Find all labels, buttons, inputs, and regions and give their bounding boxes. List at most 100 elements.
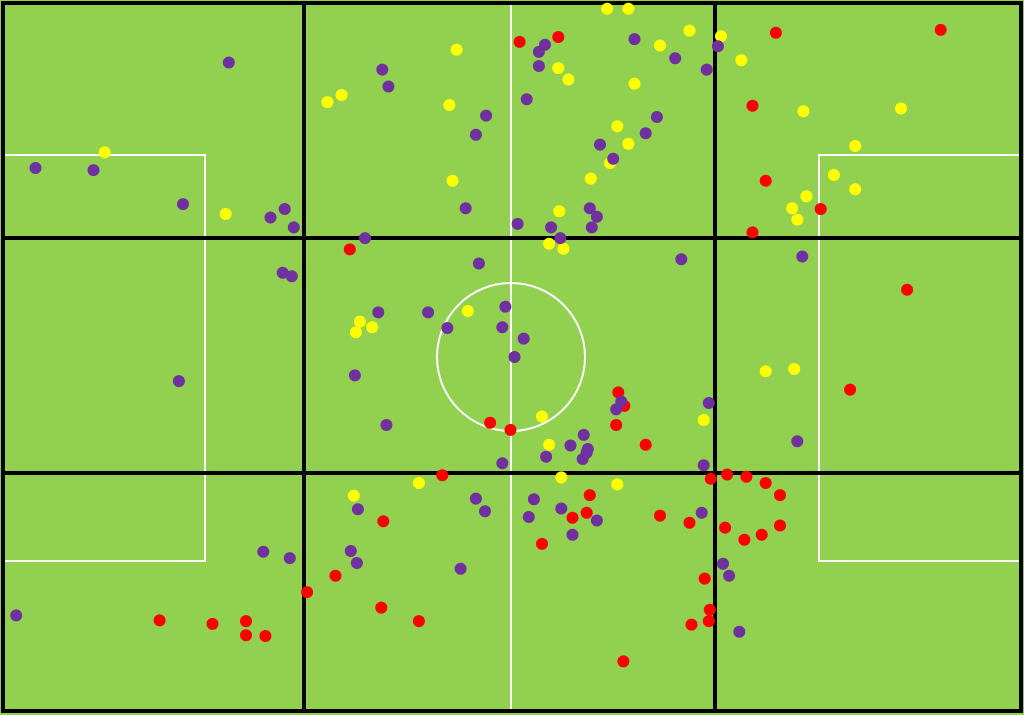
- purple-point: [264, 211, 277, 224]
- purple-point: [479, 505, 491, 518]
- red-point: [746, 226, 759, 239]
- red-point: [343, 243, 356, 256]
- red-point: [484, 416, 497, 429]
- red-point: [759, 174, 772, 187]
- yellow-point: [321, 96, 334, 109]
- red-point: [580, 506, 593, 519]
- purple-point: [276, 266, 289, 279]
- purple-point: [607, 152, 620, 165]
- purple-point: [278, 203, 291, 215]
- purple-point: [344, 545, 357, 557]
- yellow-point: [827, 169, 840, 181]
- purple-point: [499, 300, 512, 313]
- red-point: [566, 511, 579, 524]
- yellow-point: [98, 146, 111, 159]
- event-points: [10, 2, 947, 668]
- yellow-point: [553, 205, 566, 218]
- yellow-point: [584, 172, 597, 185]
- purple-point: [480, 109, 493, 122]
- purple-point: [496, 457, 509, 470]
- purple-point: [675, 253, 688, 266]
- red-point: [755, 528, 768, 541]
- red-point: [769, 26, 782, 39]
- purple-point: [508, 351, 521, 363]
- red-point: [377, 515, 390, 528]
- purple-point: [669, 52, 682, 65]
- yellow-point: [697, 414, 710, 426]
- purple-point: [581, 443, 594, 455]
- red-point: [703, 603, 716, 616]
- red-point: [259, 630, 272, 642]
- purple-point: [594, 138, 606, 151]
- purple-point: [566, 528, 579, 541]
- red-point: [412, 615, 425, 628]
- purple-point: [283, 552, 296, 565]
- red-point: [654, 509, 666, 522]
- yellow-point: [412, 477, 425, 489]
- yellow-point: [562, 73, 575, 86]
- red-point: [901, 283, 914, 296]
- yellow-point: [366, 321, 379, 334]
- yellow-point: [450, 43, 463, 56]
- purple-point: [376, 63, 389, 76]
- purple-point: [257, 545, 270, 558]
- purple-point: [717, 557, 729, 570]
- yellow-point: [557, 242, 570, 255]
- yellow-point: [759, 365, 772, 378]
- purple-point: [540, 450, 553, 463]
- purple-point: [564, 439, 577, 452]
- yellow-points: [98, 2, 907, 502]
- yellow-point: [788, 363, 801, 375]
- purple-point: [577, 428, 590, 441]
- purple-point: [454, 562, 467, 575]
- red-point: [738, 533, 751, 546]
- purple-point: [545, 221, 558, 234]
- purple-point: [650, 111, 663, 123]
- purple-point: [350, 557, 363, 569]
- purple-point: [372, 306, 385, 319]
- yellow-point: [654, 39, 666, 52]
- purple-point: [222, 56, 235, 69]
- purple-point: [723, 569, 736, 582]
- yellow-point: [219, 208, 232, 220]
- yellow-point: [543, 438, 556, 451]
- red-point: [612, 386, 625, 399]
- purple-points: [10, 33, 809, 638]
- red-point: [683, 516, 696, 529]
- red-point: [436, 469, 449, 482]
- red-point: [774, 519, 786, 532]
- yellow-point: [353, 315, 366, 328]
- red-point: [721, 468, 734, 481]
- red-point: [240, 629, 252, 642]
- red-point: [583, 489, 596, 502]
- purple-point: [796, 250, 809, 263]
- yellow-point: [622, 137, 635, 150]
- purple-point: [590, 210, 603, 223]
- purple-point: [469, 128, 482, 141]
- purple-point: [359, 232, 371, 245]
- purple-point: [441, 322, 454, 334]
- purple-point: [351, 503, 364, 516]
- purple-point: [522, 511, 535, 523]
- purple-point: [472, 257, 485, 270]
- purple-point: [380, 419, 393, 431]
- purple-point: [695, 506, 708, 519]
- red-point: [153, 614, 166, 627]
- purple-point: [733, 625, 746, 638]
- purple-point: [10, 609, 23, 622]
- red-point: [504, 423, 517, 436]
- yellow-point: [628, 77, 641, 90]
- yellow-point: [786, 202, 799, 215]
- yellow-point: [611, 120, 624, 133]
- purple-point: [697, 459, 710, 472]
- purple-point: [520, 93, 533, 106]
- yellow-point: [461, 305, 474, 317]
- purple-point: [539, 38, 551, 51]
- red-point: [719, 521, 732, 534]
- yellow-point: [349, 326, 362, 339]
- yellow-point: [335, 89, 348, 101]
- purple-point: [177, 198, 189, 211]
- purple-point: [554, 232, 567, 245]
- red-point: [774, 489, 786, 502]
